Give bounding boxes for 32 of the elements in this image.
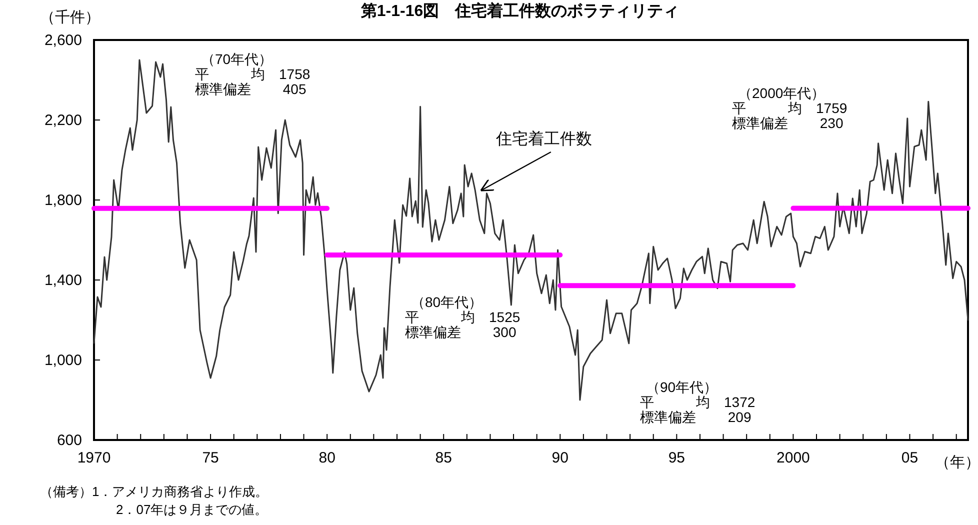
text: 2．07年は９月までの値。 — [116, 502, 268, 517]
y-tick-label: 2,200 — [44, 112, 82, 129]
x-tick-label: 80 — [318, 450, 336, 467]
x-tick-label: 95 — [668, 450, 686, 467]
x-axis-title: （年） — [935, 454, 978, 471]
annotation: 平 均 1372 — [640, 394, 756, 410]
annotation: 平 均 1525 — [405, 309, 520, 325]
y-tick-label: 1,800 — [44, 192, 82, 209]
annotation: （90年代） — [646, 379, 718, 395]
annotation: 標準偏差 230 — [732, 115, 844, 131]
x-tick-label: 85 — [435, 450, 452, 467]
chart-title: 第1-1-16図 住宅着工件数のボラティリティ — [360, 1, 680, 20]
text: （備考）1．アメリカ商務省より作成。 — [40, 484, 268, 499]
x-tick-label: 1970 — [77, 450, 111, 467]
annotation: 標準偏差 209 — [640, 409, 752, 425]
annotation: 標準偏差 405 — [195, 81, 306, 97]
annotation: 平 均 1758 — [195, 66, 310, 82]
x-tick-label: 90 — [552, 450, 568, 467]
x-tick-label: 75 — [202, 450, 219, 467]
y-tick-label: 1,000 — [44, 352, 82, 369]
x-tick-label: 05 — [901, 450, 918, 467]
y-axis-title: （千件） — [40, 9, 100, 26]
y-tick-label: 600 — [56, 432, 82, 449]
annotation: 標準偏差 300 — [405, 324, 516, 340]
x-tick-label: 2000 — [776, 450, 810, 467]
annotation: （2000年代） — [738, 85, 826, 101]
y-tick-label: 1,400 — [44, 272, 82, 289]
annotation: 平 均 1759 — [732, 100, 848, 116]
annotation: 住宅着工件数 — [494, 130, 592, 148]
annotation: （70年代） — [201, 51, 273, 67]
y-tick-label: 2,600 — [44, 32, 82, 49]
annotation: （80年代） — [411, 294, 483, 310]
